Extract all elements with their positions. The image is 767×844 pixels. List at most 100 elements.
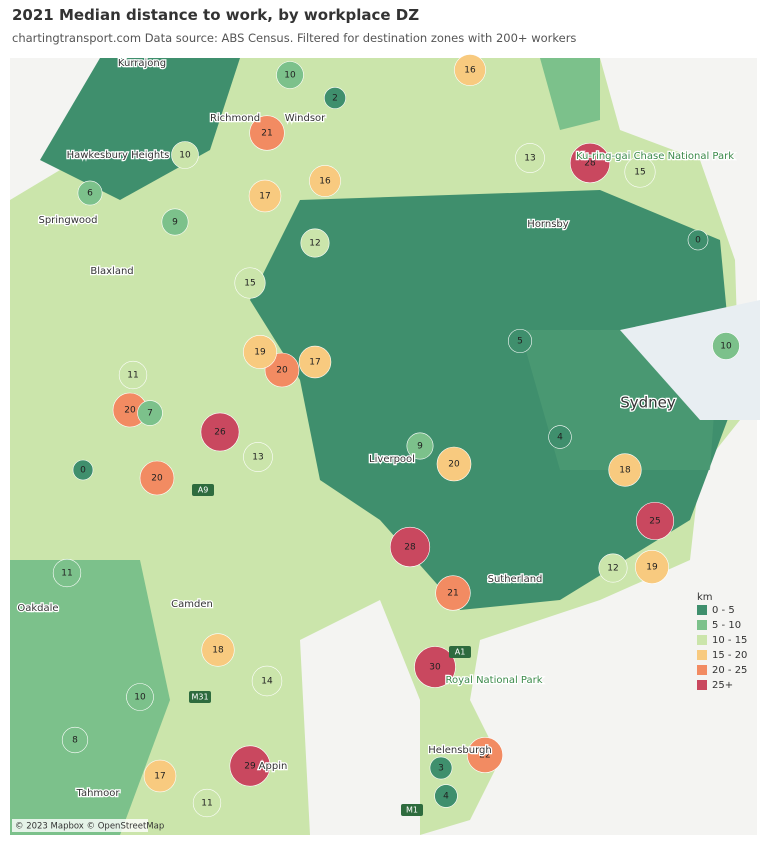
zone (429, 756, 453, 780)
place-label: Camden (171, 599, 213, 610)
attribution: © 2023 Mapbox © OpenStreetMap (15, 822, 164, 832)
legend-label: 0 - 5 (712, 605, 735, 616)
zone (712, 332, 740, 360)
zone (569, 142, 611, 184)
subtitle: chartingtransport.com Data source: ABS C… (12, 31, 577, 45)
legend-title: km (697, 592, 713, 603)
zone-label: 6 (87, 189, 93, 199)
zone (434, 784, 458, 808)
zone (192, 788, 222, 818)
region (10, 560, 170, 835)
place-label: Sydney (620, 394, 676, 412)
zone-label: 4 (557, 433, 563, 443)
legend-swatch (697, 620, 707, 630)
zone-label: 28 (584, 159, 596, 169)
place-label: Hornsby (527, 219, 568, 230)
legend-label: 5 - 10 (712, 620, 741, 631)
zone-label: 2 (332, 94, 338, 104)
zone-label: 8 (72, 736, 78, 746)
road-label: A9 (198, 486, 209, 495)
road-shield (189, 691, 211, 703)
zone (161, 208, 189, 236)
legend-swatch (697, 605, 707, 615)
zone (137, 400, 163, 426)
road-label: M31 (191, 693, 208, 702)
urban-core (250, 190, 735, 610)
zone-label: 17 (309, 358, 320, 368)
zone (143, 759, 177, 793)
zone-label: 7 (147, 409, 153, 419)
legend-swatch (697, 665, 707, 675)
zone (466, 736, 503, 773)
zone (126, 683, 154, 711)
zone (77, 180, 103, 206)
zone-label: 10 (720, 342, 732, 352)
place-label: Windsor (285, 113, 326, 124)
zone-label: 20 (151, 474, 163, 484)
zone (61, 726, 89, 754)
place-label: Blaxland (90, 266, 133, 277)
zone (635, 550, 669, 584)
zone-label: 25 (649, 517, 660, 527)
zone (276, 61, 304, 89)
zone (598, 553, 628, 583)
zone-label: 0 (695, 236, 701, 246)
zone-label: 26 (214, 428, 226, 438)
place-label: Appin (259, 761, 288, 772)
zone (548, 425, 572, 449)
zone (52, 558, 82, 588)
road-shield (192, 484, 214, 496)
zone (249, 115, 285, 151)
zone (248, 179, 282, 213)
zone (414, 646, 456, 688)
zone-label: 9 (417, 442, 423, 452)
zone (454, 54, 486, 86)
legend-label: 10 - 15 (712, 635, 747, 646)
zone (171, 141, 199, 169)
zone-label: 20 (276, 366, 288, 376)
zone-label: 28 (404, 543, 416, 553)
zone-label: 19 (254, 348, 266, 358)
zone (635, 501, 675, 541)
place-label: Oakdale (17, 603, 58, 614)
zone-label: 16 (319, 177, 331, 187)
zone (515, 143, 545, 173)
zone-label: 16 (464, 66, 476, 76)
legend-label: 25+ (712, 680, 733, 691)
zone (436, 446, 472, 482)
zone-label: 21 (447, 589, 458, 599)
zone (608, 453, 642, 487)
zone-label: 15 (634, 168, 645, 178)
zone-label: 13 (524, 154, 535, 164)
legend-label: 20 - 25 (712, 665, 747, 676)
zone-label: 17 (154, 772, 165, 782)
zone-label: 11 (61, 569, 72, 579)
place-label: Royal National Park (445, 675, 542, 686)
place-label: Kurrajong (118, 58, 166, 69)
zone (251, 665, 283, 697)
zone-label: 19 (646, 563, 658, 573)
zone-label: 10 (134, 693, 146, 703)
region (40, 58, 240, 200)
road-label: A1 (455, 648, 466, 657)
zone (323, 87, 346, 110)
water (620, 300, 760, 420)
zone-label: 10 (284, 71, 296, 81)
legend-label: 15 - 20 (712, 650, 747, 661)
zone (201, 633, 235, 667)
zone-label: 12 (309, 239, 320, 249)
zone-label: 11 (127, 371, 138, 381)
zone-label: 3 (438, 764, 444, 774)
zone (435, 575, 471, 611)
road-label: M1 (406, 806, 418, 815)
zone (243, 335, 277, 369)
zone (200, 412, 240, 452)
zone-label: 22 (479, 751, 490, 761)
attribution-bg (12, 819, 148, 832)
zone-label: 0 (80, 466, 86, 476)
zone (243, 442, 273, 472)
zone-label: 20 (124, 406, 136, 416)
zone-label: 10 (179, 151, 191, 161)
